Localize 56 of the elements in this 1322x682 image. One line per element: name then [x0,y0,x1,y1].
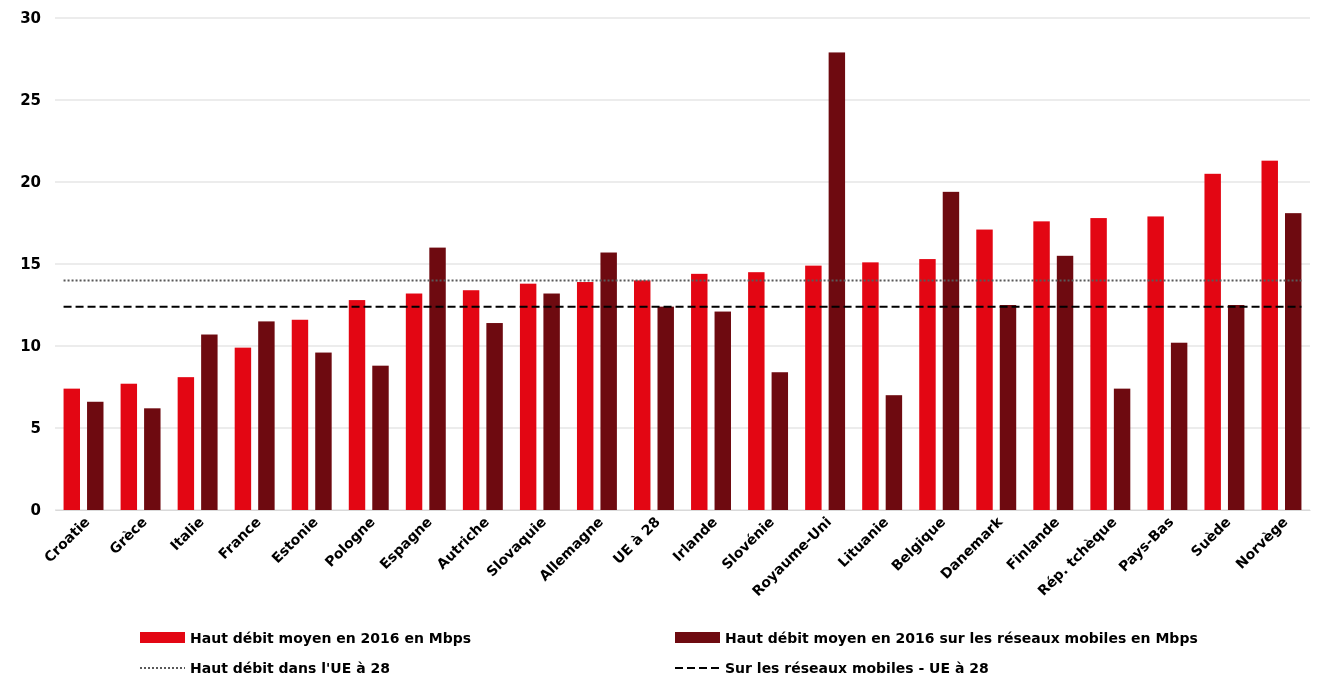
bar [576,282,594,510]
bar [462,290,480,510]
bar [258,321,275,510]
bar [234,347,252,510]
legend-label: Haut débit moyen en 2016 sur les réseaux mobiles en Mbps [725,630,1198,646]
bar [1204,173,1221,510]
bar [1056,255,1074,510]
y-tick-label: 25 [20,91,41,110]
bar [1170,342,1188,510]
bar [429,247,446,510]
bar [748,272,765,510]
bar [543,293,560,510]
bar [177,377,195,510]
bar [862,262,879,510]
y-tick-label: 20 [20,173,41,192]
bar [805,265,822,510]
bar [63,388,80,510]
y-tick-label: 0 [30,501,41,520]
legend-label: Haut débit dans l'UE à 28 [190,660,390,676]
y-tick-label: 10 [20,337,41,356]
bar [919,259,936,510]
legend-label: Sur les réseaux mobiles - UE à 28 [725,660,989,676]
bar [1227,305,1245,510]
bar [942,191,960,510]
bar [291,319,309,510]
bar [405,293,423,510]
bar [691,273,708,510]
bar [976,229,993,510]
bar [1261,160,1278,510]
bar [828,52,846,510]
bar [1033,221,1050,510]
bar [1147,216,1164,510]
bar [144,408,161,510]
bar [600,252,617,510]
bar [1090,218,1107,510]
y-tick-label: 5 [30,419,41,438]
bar [657,306,674,510]
bar [714,311,731,510]
bar [634,280,651,510]
bar [372,365,389,510]
bar [771,372,789,510]
bar [999,305,1017,510]
bar [519,283,537,510]
x-tick-label: UE à 28 [609,513,664,567]
bar [87,401,104,510]
bar [348,300,366,510]
bar [315,352,332,510]
legend-label: Haut débit moyen en 2016 en Mbps [190,630,472,646]
bar [1113,388,1131,510]
bar [201,334,218,510]
bar [120,383,138,510]
bar [885,395,903,510]
y-tick-label: 30 [20,9,41,28]
y-tick-label: 15 [20,255,41,274]
bar [1285,213,1302,510]
bar [486,323,503,510]
